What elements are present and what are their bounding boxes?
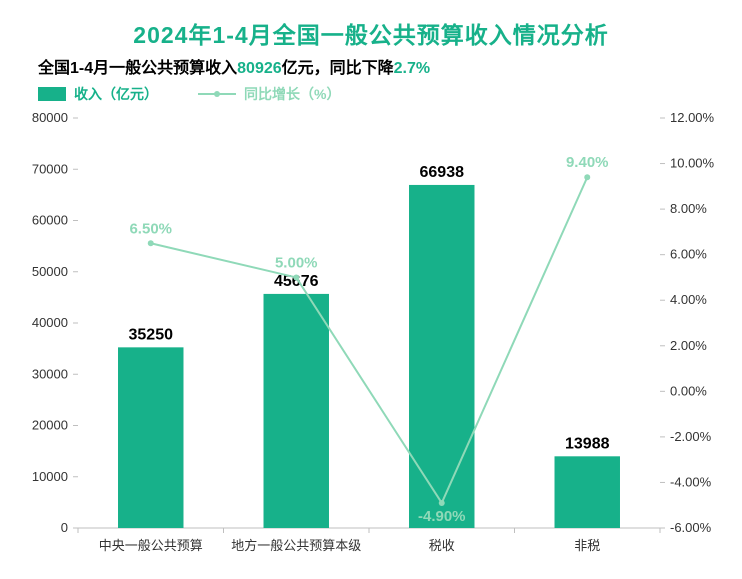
svg-text:70000: 70000 <box>32 161 68 176</box>
svg-text:-6.00%: -6.00% <box>670 520 712 535</box>
bar <box>264 294 329 528</box>
bar <box>555 456 620 528</box>
legend-bar: 收入（亿元） <box>38 84 158 104</box>
legend-line-label: 同比增长（%） <box>244 84 340 104</box>
svg-text:20000: 20000 <box>32 418 68 433</box>
chart-container: 2024年1-4月全国一般公共预算收入情况分析 全国1-4月一般公共预算收入80… <box>0 0 742 579</box>
svg-text:2.00%: 2.00% <box>670 338 707 353</box>
subtitle-value1: 80926 <box>237 60 282 77</box>
svg-text:50000: 50000 <box>32 264 68 279</box>
svg-text:12.00%: 12.00% <box>670 110 715 125</box>
legend-line: 同比增长（%） <box>198 84 340 104</box>
svg-text:10.00%: 10.00% <box>670 156 715 171</box>
chart-svg: 0 10000 20000 30000 40000 50000 60000 70000 8000… <box>20 108 722 568</box>
legend: 收入（亿元） 同比增长（%） <box>20 84 722 104</box>
svg-text:80000: 80000 <box>32 110 68 125</box>
line-marker <box>148 240 154 246</box>
svg-text:60000: 60000 <box>32 213 68 228</box>
legend-bar-label: 收入（亿元） <box>74 84 158 104</box>
svg-text:-4.00%: -4.00% <box>670 474 712 489</box>
category-label: 税收 <box>429 538 455 553</box>
svg-text:0: 0 <box>61 520 68 535</box>
subtitle-mid: 亿元，同比下降 <box>282 60 394 77</box>
category-label: 非税 <box>574 538 600 553</box>
bar-value-label: 13988 <box>565 435 610 452</box>
category-label: 中央一般公共预算 <box>99 538 203 553</box>
svg-text:40000: 40000 <box>32 315 68 330</box>
line-value-label: 5.00% <box>275 254 318 271</box>
line-value-label: -4.90% <box>418 508 466 525</box>
svg-text:-2.00%: -2.00% <box>670 429 712 444</box>
chart-subtitle: 全国1-4月一般公共预算收入80926亿元，同比下降2.7% <box>20 54 722 78</box>
line-value-label: 9.40% <box>566 154 609 171</box>
line-marker <box>584 174 590 180</box>
line-value-label: 6.50% <box>129 220 172 237</box>
subtitle-value2: 2.7% <box>394 60 430 77</box>
line-marker <box>293 274 299 280</box>
bar <box>118 347 183 528</box>
svg-text:8.00%: 8.00% <box>670 201 707 216</box>
plot-area: 0 10000 20000 30000 40000 50000 60000 70000 8000… <box>20 108 722 568</box>
chart-title: 2024年1-4月全国一般公共预算收入情况分析 <box>20 16 722 50</box>
bar <box>409 185 474 528</box>
legend-line-swatch <box>198 93 236 95</box>
svg-text:0.00%: 0.00% <box>670 383 707 398</box>
line-marker <box>439 500 445 506</box>
svg-text:4.00%: 4.00% <box>670 292 707 307</box>
subtitle-prefix: 全国1-4月一般公共预算收入 <box>38 60 237 77</box>
bar-value-label: 66938 <box>420 164 465 181</box>
svg-text:30000: 30000 <box>32 366 68 381</box>
growth-line <box>151 177 588 503</box>
legend-bar-swatch <box>38 87 66 101</box>
svg-text:6.00%: 6.00% <box>670 247 707 262</box>
svg-text:10000: 10000 <box>32 469 68 484</box>
bar-value-label: 35250 <box>129 326 174 343</box>
category-label: 地方一般公共预算本级 <box>231 538 361 553</box>
